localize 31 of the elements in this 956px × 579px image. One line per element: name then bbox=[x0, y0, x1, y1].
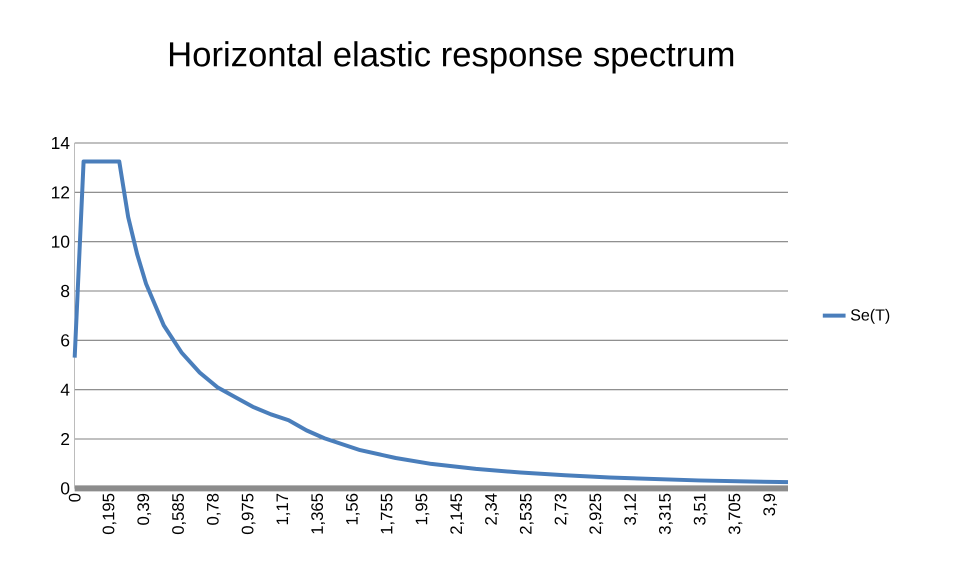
x-tick-label: 2,145 bbox=[450, 494, 464, 534]
x-tick-label: 0 bbox=[68, 494, 81, 502]
x-tick-label: 1,365 bbox=[311, 494, 325, 534]
y-tick-label: 10 bbox=[52, 236, 70, 248]
y-tick-label: 2 bbox=[61, 432, 70, 446]
x-tick-label: 3,12 bbox=[624, 494, 638, 525]
x-tick-label: 1,56 bbox=[346, 494, 360, 524]
x-tick-label: 0,585 bbox=[172, 494, 186, 534]
x-tick-label: 2,535 bbox=[520, 494, 534, 534]
x-tick-label: 1,95 bbox=[416, 494, 430, 524]
y-tick-label: 4 bbox=[60, 384, 70, 396]
y-tick-label: 6 bbox=[61, 334, 70, 346]
x-tick-label: 3,51 bbox=[694, 494, 708, 525]
x-tick-label: 0,975 bbox=[242, 494, 256, 534]
x-tick-label: 1,17 bbox=[276, 494, 290, 524]
x-tick-label: 3,315 bbox=[658, 494, 673, 534]
y-tick-label: 14 bbox=[52, 137, 70, 149]
x-tick-label: 0,39 bbox=[137, 494, 152, 525]
x-tick-label: 0,195 bbox=[102, 494, 116, 534]
x-tick-label: 3,705 bbox=[728, 494, 742, 534]
legend-label: Se(T) bbox=[850, 308, 890, 324]
x-tick-label: 2,34 bbox=[485, 494, 499, 525]
y-tick-label: 8 bbox=[61, 284, 70, 298]
y-tick-label: 0 bbox=[60, 482, 70, 494]
y-tick-label: 12 bbox=[52, 186, 70, 198]
x-tick-label: 0,78 bbox=[206, 494, 221, 525]
x-tick-label: 3,9 bbox=[763, 494, 778, 516]
x-tick-label: 2,925 bbox=[589, 494, 604, 534]
chart-title: Horizontal elastic response spectrum bbox=[170, 41, 734, 74]
x-tick-label: 2,73 bbox=[554, 494, 568, 525]
x-tick-label: 1,755 bbox=[380, 494, 394, 534]
